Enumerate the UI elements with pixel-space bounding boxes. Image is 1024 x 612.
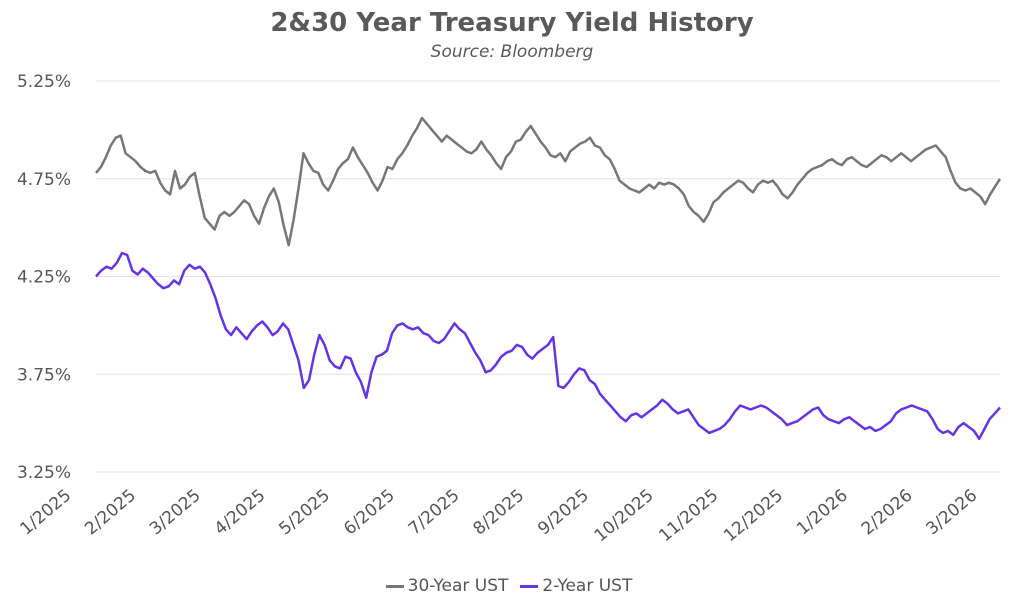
x-tick-label: 3/2025	[146, 486, 205, 540]
y-tick-label: 3.75%	[17, 365, 71, 385]
x-tick-label: 1/2025	[17, 486, 76, 540]
legend-item-2yr: 2-Year UST	[520, 576, 632, 596]
x-tick-label: 1/2026	[793, 486, 852, 540]
series-line-30yr	[95, 116, 1002, 247]
x-tick-label: 3/2026	[923, 486, 982, 540]
legend: 30-Year UST 2-Year UST	[0, 576, 1024, 596]
x-tick-label: 10/2025	[591, 486, 658, 547]
series-line-2yr	[95, 251, 1001, 441]
x-tick-label: 6/2025	[340, 486, 399, 540]
legend-item-30yr: 30-Year UST	[385, 576, 509, 596]
x-tick-label: 8/2025	[470, 486, 529, 540]
x-tick-label: 9/2025	[534, 486, 593, 540]
legend-label-30yr: 30-Year UST	[407, 576, 509, 596]
legend-label-2yr: 2-Year UST	[542, 576, 633, 596]
x-tick-label: 12/2025	[720, 486, 787, 547]
y-axis-ticks: 3.25% 3.75% 4.25% 4.75% 5.25%	[17, 72, 71, 483]
legend-swatch-30yr	[385, 584, 404, 588]
y-tick-label: 5.25%	[17, 72, 71, 92]
x-tick-label: 4/2025	[211, 486, 270, 540]
legend-swatch-2yr	[520, 584, 539, 588]
x-tick-label: 2/2026	[858, 486, 917, 540]
x-axis-ticks: 1/2025 2/2025 3/2025 4/2025 5/2025 6/2025 7/20…	[17, 486, 982, 547]
x-tick-label: 5/2025	[275, 486, 334, 540]
y-tick-label: 4.75%	[17, 170, 71, 190]
y-tick-label: 4.25%	[17, 268, 71, 288]
x-tick-label: 11/2025	[655, 486, 722, 547]
chart-title: 2&30 Year Treasury Yield History	[270, 8, 754, 38]
chart-subtitle: Source: Bloomberg	[430, 42, 594, 62]
x-tick-label: 2/2025	[81, 486, 140, 540]
x-tick-label: 7/2025	[405, 486, 464, 540]
grid-lines	[96, 80, 1000, 473]
y-tick-label: 3.25%	[17, 463, 71, 483]
series-lines	[95, 116, 1002, 441]
